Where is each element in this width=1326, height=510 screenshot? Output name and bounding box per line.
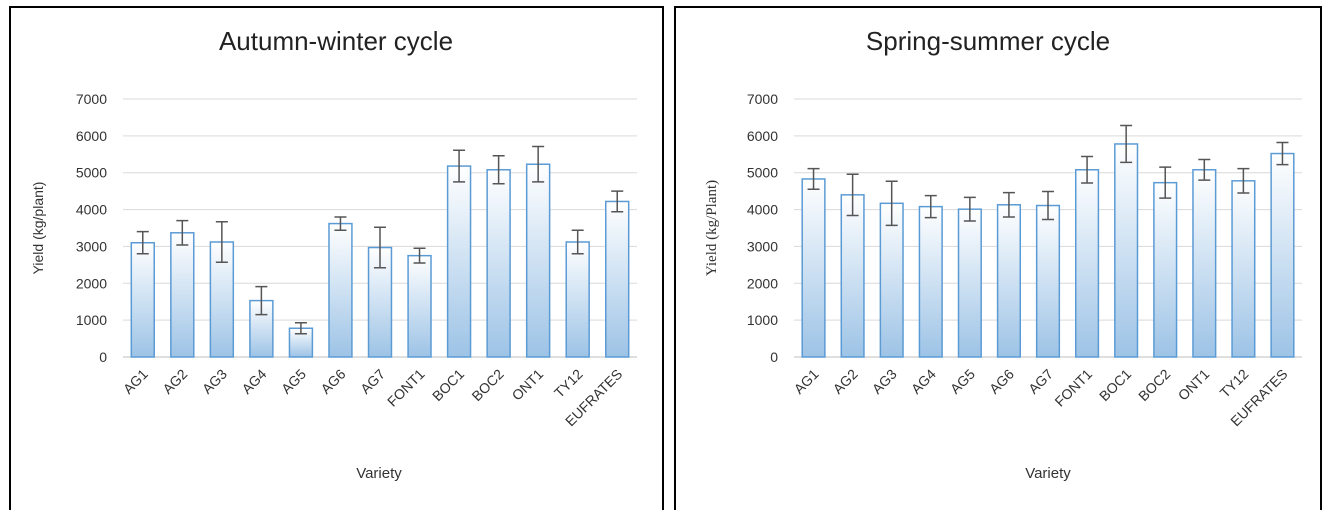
y-tick-label: 1000 xyxy=(76,312,107,328)
error-bar-font1 xyxy=(1081,155,1094,184)
x-tick-label: BOC1 xyxy=(429,366,467,404)
bar-ag5 xyxy=(957,208,982,358)
error-bar-ag4 xyxy=(924,194,937,219)
error-bar-ag4 xyxy=(255,285,268,316)
error-bar-boc1 xyxy=(1120,124,1133,164)
x-tick-label: TY12 xyxy=(1217,366,1252,401)
y-axis-label: Yield (kg/Plant) xyxy=(704,180,720,276)
x-tick-label: ONT1 xyxy=(1175,366,1213,404)
bar-ty12 xyxy=(565,241,590,358)
error-bar-ag2 xyxy=(846,173,859,217)
x-tick-label: FONT1 xyxy=(384,366,428,410)
chart-panel-spring-summer: Spring-summer cycle 0 1000 2000 3000 4000 5000… xyxy=(674,6,1322,510)
bar-eufrates xyxy=(605,200,630,358)
x-axis-label: Variety xyxy=(1025,465,1071,482)
error-bar-ag1 xyxy=(136,230,149,255)
y-tick-label: 6000 xyxy=(747,128,778,144)
x-tick-label: AG2 xyxy=(159,366,190,397)
error-bar-ag7 xyxy=(1042,190,1054,221)
error-bar-eufrates xyxy=(611,190,624,213)
x-tick-label: AG7 xyxy=(1025,366,1056,397)
error-bar-ag2 xyxy=(176,219,189,246)
bar-ont1 xyxy=(525,163,551,358)
y-tick-label: 3000 xyxy=(747,238,778,254)
bar-boc2 xyxy=(486,169,511,358)
chart-panel-autumn-winter: Autumn-winter cycle 0 1000 2000 3000 4000 5000… xyxy=(9,6,664,510)
x-tick-label: AG6 xyxy=(317,366,348,397)
x-tick-label: AG4 xyxy=(908,366,939,397)
error-bar-eufrates xyxy=(1276,141,1289,166)
x-tick-label: TY12 xyxy=(551,366,586,401)
y-axis-label: Yield (kg/plant) xyxy=(30,182,46,275)
x-tick-label: AG1 xyxy=(120,366,151,397)
x-tick-label: AG6 xyxy=(986,366,1017,397)
y-tick-label: 4000 xyxy=(747,202,778,218)
bar-ag6 xyxy=(996,204,1022,358)
x-tick-label: BOC2 xyxy=(1135,366,1173,404)
y-tick-label: 6000 xyxy=(76,128,107,144)
bar-ty12 xyxy=(1231,180,1256,358)
error-bar-ag3 xyxy=(885,180,898,227)
chart-autumn-winter: Autumn-winter cycle 0 1000 2000 3000 4000 5000… xyxy=(30,26,637,482)
error-bar-ag1 xyxy=(807,167,820,191)
error-bar-ag5 xyxy=(963,196,976,222)
x-tick-label: AG1 xyxy=(791,366,822,397)
bar-font1 xyxy=(1074,169,1100,358)
bar-ag2 xyxy=(840,194,865,358)
y-tick-label: 7000 xyxy=(747,91,778,107)
error-bar-ont1 xyxy=(532,145,545,183)
x-tick-label: FONT1 xyxy=(1051,366,1095,410)
chart-title: Autumn-winter cycle xyxy=(219,26,453,56)
chart-spring-summer: Spring-summer cycle 0 1000 2000 3000 4000 5000… xyxy=(704,26,1302,482)
bar-boc1 xyxy=(446,165,472,358)
x-tick-label: AG3 xyxy=(199,366,230,397)
error-bar-ont1 xyxy=(1198,158,1211,181)
error-bar-ty12 xyxy=(571,229,584,255)
error-bar-ag3 xyxy=(215,220,228,264)
x-tick-label: BOC2 xyxy=(468,366,506,404)
error-bar-ag6 xyxy=(334,216,347,231)
y-tick-label: 0 xyxy=(770,349,778,365)
y-tick-label: 1000 xyxy=(747,312,778,328)
bar-boc1 xyxy=(1114,143,1139,358)
chart-title: Spring-summer cycle xyxy=(866,26,1110,56)
x-tick-label: AG5 xyxy=(947,366,978,397)
bar-ag1 xyxy=(801,178,826,358)
error-bar-ag6 xyxy=(1002,191,1015,218)
bar-ag7 xyxy=(1035,204,1061,358)
y-tick-label: 5000 xyxy=(76,165,107,181)
x-tick-label: BOC1 xyxy=(1096,366,1134,404)
x-tick-label: AG3 xyxy=(869,366,900,397)
error-bar-ag7 xyxy=(374,226,386,269)
error-bar-ag5 xyxy=(294,321,307,335)
bar-font1 xyxy=(407,254,432,358)
x-tick-label: AG5 xyxy=(278,366,309,397)
y-tick-label: 0 xyxy=(99,349,107,365)
x-tick-label: ONT1 xyxy=(509,366,547,404)
bar-ag2 xyxy=(170,232,195,358)
x-tick-label: AG7 xyxy=(357,366,388,397)
x-axis-label: Variety xyxy=(356,465,402,482)
error-bar-boc2 xyxy=(1159,166,1172,199)
y-tick-label: 2000 xyxy=(76,275,107,291)
bar-ag6 xyxy=(328,222,353,358)
x-tick-label: AG2 xyxy=(830,366,861,397)
bar-ag4 xyxy=(918,205,943,358)
error-bar-boc1 xyxy=(453,149,466,183)
bar-eufrates xyxy=(1270,152,1295,358)
error-bar-boc2 xyxy=(492,155,505,185)
error-bar-font1 xyxy=(413,247,426,264)
bar-ag3 xyxy=(879,202,904,358)
y-tick-label: 4000 xyxy=(76,202,107,218)
y-tick-label: 3000 xyxy=(76,238,107,254)
y-tick-label: 2000 xyxy=(747,275,778,291)
error-bar-ty12 xyxy=(1237,167,1250,194)
bar-boc2 xyxy=(1153,181,1178,358)
x-tick-label: AG4 xyxy=(238,366,269,397)
y-tick-label: 5000 xyxy=(747,165,778,181)
y-tick-label: 7000 xyxy=(76,91,107,107)
bar-ont1 xyxy=(1192,169,1217,358)
bar-ag1 xyxy=(130,241,155,358)
